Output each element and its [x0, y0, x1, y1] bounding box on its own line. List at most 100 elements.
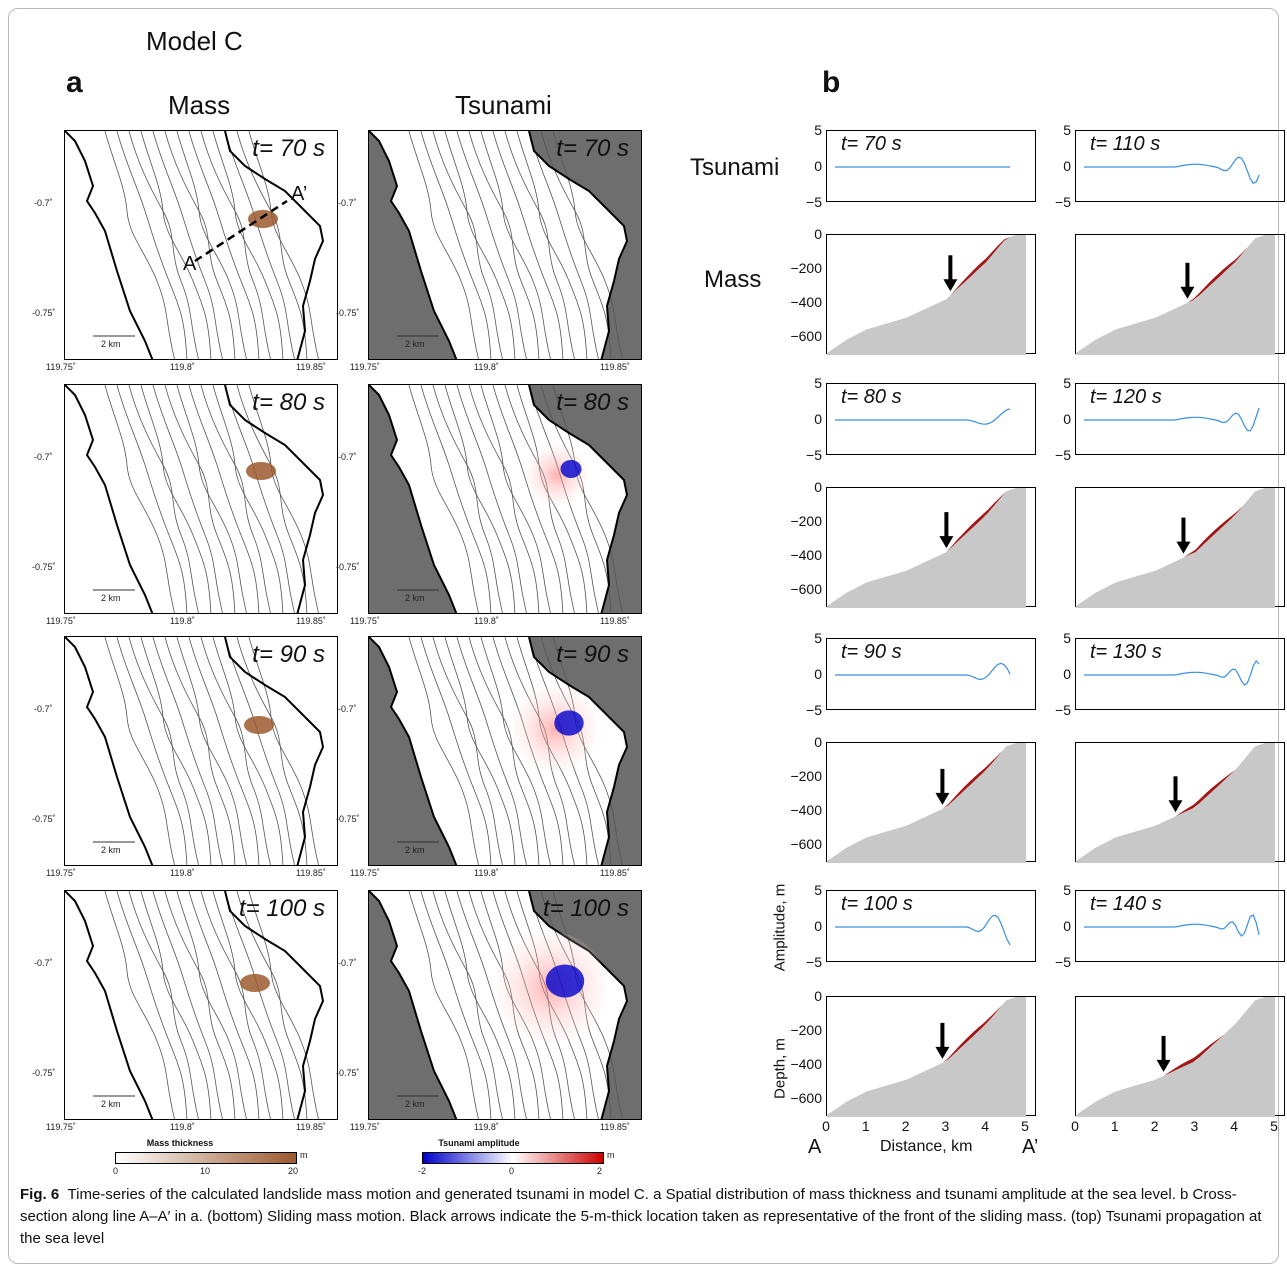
mass-profile-svg [1076, 235, 1275, 355]
map-svg [369, 131, 641, 359]
x-tick: 119.8˚ [474, 1122, 499, 1132]
scale-bar-label: 2 km [101, 593, 121, 603]
bathymetry-contour [152, 637, 223, 865]
section-end-a: A [183, 253, 197, 275]
tsunami-profile-svg [835, 408, 1011, 425]
bathymetry-contour [236, 891, 308, 1119]
bathymetry-contour [540, 385, 612, 613]
time-label: t= 90 s [841, 641, 902, 663]
bathymetry-contour [188, 385, 260, 613]
bathymetry-contour [176, 637, 247, 865]
bathymetry-contour [104, 385, 175, 613]
coastline-east [528, 891, 629, 1119]
colorbar-mass-unit: m [300, 1150, 308, 1160]
bathymetry-contour [248, 891, 319, 1119]
bathymetry-contour [152, 891, 223, 1119]
amp-tick: −5 [1055, 954, 1071, 970]
x-tick: 4 [1230, 1118, 1239, 1134]
mass-map: 2 km t= 90 s [64, 636, 338, 866]
bathymetry-contour [552, 385, 623, 613]
x-tick: 119.75˚ [350, 1122, 380, 1132]
coastline-west [369, 385, 458, 613]
column-title-mass: Mass [168, 90, 231, 120]
y-tick: -0.7˚ [34, 958, 53, 968]
bathymetry-contour [128, 637, 199, 865]
x-tick: 119.85˚ [296, 868, 326, 878]
front-arrow-head [935, 1046, 950, 1059]
time-label: t= 80 s [841, 386, 902, 408]
land-east [529, 385, 641, 613]
sliding-mass [1175, 770, 1236, 817]
bathymetry-contour [212, 637, 284, 865]
bathymetry-contour [468, 385, 540, 613]
figure-caption: Fig. 6 Time-series of the calculated lan… [20, 1184, 1270, 1250]
coastline-east [224, 891, 325, 1119]
amp-tick: −5 [806, 447, 822, 463]
wave-line [1084, 156, 1260, 184]
row-label-mass: Mass [704, 266, 762, 293]
depth-tick: −400 [790, 294, 822, 310]
bathymetry-contour [236, 637, 308, 865]
row-label-tsunami: Tsunami [690, 154, 780, 181]
bathymetry-contour [420, 891, 492, 1119]
bathymetry-contour [504, 131, 575, 359]
tsunami-profile-svg [835, 166, 1011, 168]
bathymetry-contour [408, 891, 479, 1119]
colorbar-tsunami-tick-0: -2 [418, 1166, 427, 1176]
coastline-east [528, 385, 629, 613]
wave-line [1084, 407, 1260, 432]
tsunami-positive [527, 445, 587, 505]
x-tick: 119.75˚ [46, 616, 76, 626]
bathymetry-contour [104, 891, 175, 1119]
amp-tick: −5 [806, 954, 822, 970]
x-tick: 119.85˚ [296, 616, 326, 626]
tsunami-negative [554, 710, 584, 736]
colorbar-tsunami-unit: m [607, 1150, 615, 1160]
front-arrow-head [939, 536, 954, 549]
colorbar-tsunami [422, 1152, 604, 1164]
bathymetry-contour [224, 891, 295, 1119]
depth-tick: 0 [814, 226, 822, 242]
bathymetry-contour [432, 637, 503, 865]
coastline-east [224, 637, 325, 865]
wave-line [1084, 660, 1260, 686]
y-tick: -0.75˚ [32, 308, 56, 318]
amp-tick: 5 [1063, 375, 1071, 391]
depth-tick: −600 [790, 581, 822, 597]
bathymetry-contour [248, 385, 319, 613]
mass-profile-svg [827, 743, 1026, 863]
colorbar-tsunami-tick-1: 0 [509, 1166, 515, 1176]
mass-map: 2 km t= 70 s A A’ [64, 130, 338, 360]
bathymetry-contour [116, 891, 188, 1119]
amp-tick: −5 [806, 702, 822, 718]
bathymetry-contour [212, 891, 284, 1119]
map-svg [369, 637, 641, 865]
model-title: Model C [146, 26, 243, 56]
bathymetry-contour [128, 891, 199, 1119]
amp-tick: 0 [814, 411, 822, 427]
scale-bar-label: 2 km [405, 593, 425, 603]
y-tick: -0.75˚ [32, 562, 56, 572]
mass-profile [826, 487, 1036, 608]
bathymetry-contour [468, 637, 540, 865]
wave-line [835, 914, 1011, 946]
panel-b-label: b [822, 66, 841, 99]
depth-tick: −200 [790, 513, 822, 529]
mass-patch [240, 974, 270, 992]
x-tick: 119.8˚ [170, 616, 195, 626]
mass-profile-svg [1076, 743, 1275, 863]
xlabel-distance: Distance, km [880, 1138, 973, 1155]
amp-tick: 0 [1063, 411, 1071, 427]
bathymetry-contour [176, 131, 247, 359]
land-east [529, 131, 641, 359]
land-east [529, 637, 641, 865]
bathymetry-contour [420, 637, 492, 865]
x-tick: 3 [1190, 1118, 1199, 1134]
amp-tick: 5 [814, 630, 822, 646]
front-arrow-head [1180, 286, 1195, 299]
y-tick: -0.75˚ [336, 308, 360, 318]
bathymetry-contour [164, 131, 236, 359]
time-label: t= 70 s [841, 133, 902, 155]
depth-tick: −600 [790, 836, 822, 852]
colorbar-mass-tick-2: 20 [288, 1166, 299, 1176]
